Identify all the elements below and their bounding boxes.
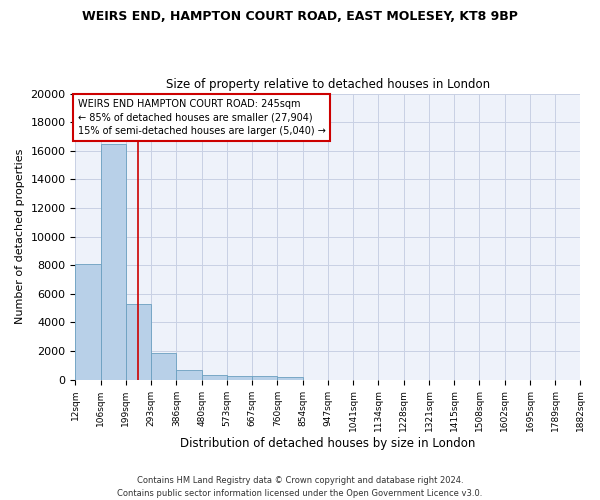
- Bar: [76, 264, 101, 380]
- Text: Contains HM Land Registry data © Crown copyright and database right 2024.
Contai: Contains HM Land Registry data © Crown c…: [118, 476, 482, 498]
- Text: WEIRS END, HAMPTON COURT ROAD, EAST MOLESEY, KT8 9BP: WEIRS END, HAMPTON COURT ROAD, EAST MOLE…: [82, 10, 518, 23]
- Bar: [101, 144, 126, 380]
- Bar: [277, 377, 303, 380]
- Title: Size of property relative to detached houses in London: Size of property relative to detached ho…: [166, 78, 490, 91]
- Bar: [202, 374, 227, 380]
- Text: WEIRS END HAMPTON COURT ROAD: 245sqm
← 85% of detached houses are smaller (27,90: WEIRS END HAMPTON COURT ROAD: 245sqm ← 8…: [77, 100, 325, 136]
- Bar: [253, 376, 277, 380]
- Bar: [176, 370, 202, 380]
- X-axis label: Distribution of detached houses by size in London: Distribution of detached houses by size …: [180, 437, 476, 450]
- Bar: [227, 376, 253, 380]
- Y-axis label: Number of detached properties: Number of detached properties: [15, 149, 25, 324]
- Bar: [151, 353, 176, 380]
- Bar: [126, 304, 151, 380]
